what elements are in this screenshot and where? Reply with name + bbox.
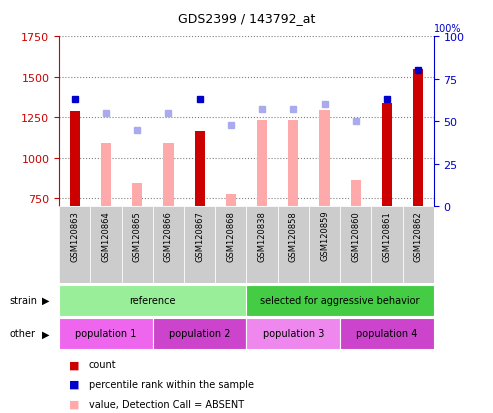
Bar [163,144,174,206]
Bar [59,318,153,349]
Bar [257,121,267,206]
Bar [59,206,90,283]
Text: GSM120860: GSM120860 [352,210,360,261]
Bar [122,206,153,283]
Text: GSM120838: GSM120838 [258,210,267,261]
Bar [371,206,403,283]
Text: ■: ■ [69,379,79,389]
Bar [184,206,215,283]
Text: ▶: ▶ [42,295,49,306]
Bar [70,112,80,206]
Text: GSM120865: GSM120865 [133,210,141,261]
Bar [413,69,423,206]
Text: population 1: population 1 [75,328,137,339]
Text: selected for aggressive behavior: selected for aggressive behavior [260,295,420,306]
Bar [101,144,111,206]
Text: percentile rank within the sample: percentile rank within the sample [89,379,254,389]
Text: population 2: population 2 [169,328,230,339]
Text: GDS2399 / 143792_at: GDS2399 / 143792_at [178,12,315,25]
Text: GSM120858: GSM120858 [289,210,298,261]
Text: reference: reference [130,295,176,306]
Bar [215,206,246,283]
Text: GSM120867: GSM120867 [195,210,204,261]
Text: GSM120866: GSM120866 [164,210,173,261]
Text: count: count [89,359,116,369]
Bar [246,206,278,283]
Bar [382,103,392,206]
Bar [340,318,434,349]
Bar [278,206,309,283]
Text: GSM120868: GSM120868 [226,210,235,261]
Bar [288,121,298,206]
Bar [246,318,340,349]
Bar [403,206,434,283]
Text: GSM120861: GSM120861 [383,210,391,261]
Text: population 3: population 3 [263,328,324,339]
Bar [226,195,236,206]
Text: ■: ■ [69,359,79,369]
Bar [246,285,434,316]
Text: GSM120862: GSM120862 [414,210,423,261]
Bar [351,181,361,206]
Text: 100%: 100% [434,24,461,34]
Text: GSM120864: GSM120864 [102,210,110,261]
Bar [340,206,371,283]
Bar [153,206,184,283]
Bar [59,285,246,316]
Bar [90,206,122,283]
Bar [319,111,330,206]
Bar [132,184,142,206]
Text: ■: ■ [69,399,79,409]
Text: GSM120859: GSM120859 [320,210,329,261]
Text: GSM120863: GSM120863 [70,210,79,261]
Text: ▶: ▶ [42,328,49,339]
Text: other: other [10,328,36,339]
Text: strain: strain [10,295,38,306]
Text: population 4: population 4 [356,328,418,339]
Bar [153,318,246,349]
Bar [195,131,205,206]
Bar [309,206,340,283]
Text: value, Detection Call = ABSENT: value, Detection Call = ABSENT [89,399,244,409]
